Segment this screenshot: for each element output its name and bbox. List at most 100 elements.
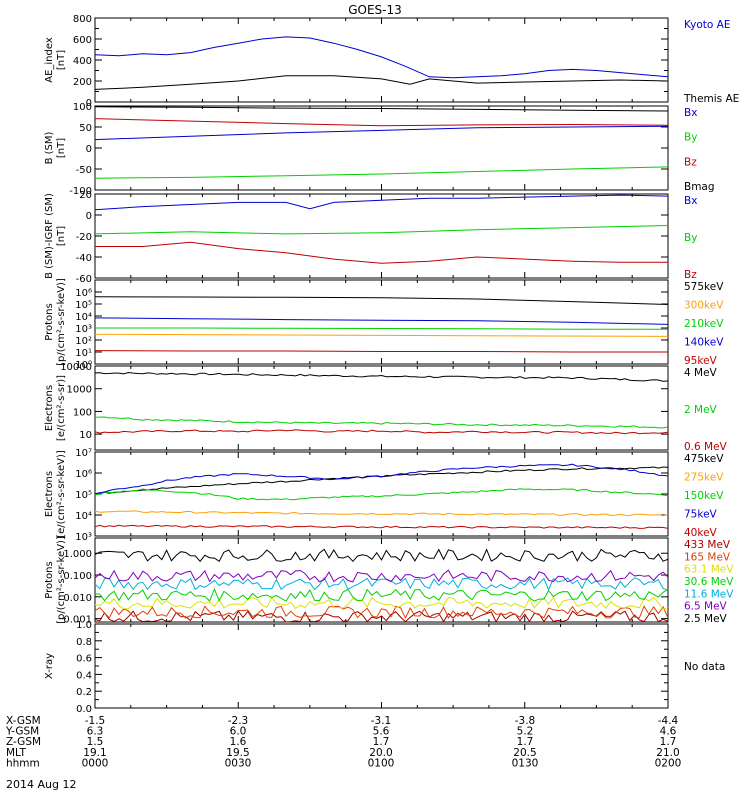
panel-frame [94,17,669,103]
x-row-value: 20.0 [369,747,392,759]
legend-entry: 30.6 MeV [684,576,734,588]
series-line [94,548,669,563]
x-row-value: 0030 [225,757,252,769]
x-row-value: 1.7 [517,736,534,748]
y-tick-label: 10⁶ [75,288,92,299]
y-axis-label: X-ray [44,653,55,679]
panel-3: -60 -40 -20 0 20 B (SM)-IGRF (SM) [nT] Bx By Bz [44,190,697,285]
y-tick-label: 100 [73,407,92,418]
x-row-value: -3.8 [515,715,536,727]
y-tick-label: 10⁴ [75,511,92,522]
x-row-value: 0130 [512,757,539,769]
series-line [94,524,669,529]
y-axis-label: [p/(cm²-s-sr-keV)] [56,536,67,624]
series-line [94,75,669,90]
x-row-label: MLT [6,747,26,759]
y-tick-label: 200 [73,77,92,88]
legend-entry: Bx [684,107,697,119]
y-axis-label: [nT] [56,138,67,158]
y-tick-label: 0 [86,98,92,109]
legend-entry: 475keV [684,453,724,465]
y-axis-label: [e/(cm²-s-sr-keV)] [56,450,67,538]
y-tick-label: 10 [79,430,92,441]
y-axis-label: B (SM)-IGRF (SM) [44,193,55,279]
y-tick-label: 0 [86,211,92,222]
x-row-value: -1.5 [85,715,106,727]
footer-date: 2014 Aug 12 [6,778,76,791]
legend-entry: 575keV [684,281,724,293]
y-tick-label: 1.0 [76,620,92,631]
series-line [94,36,669,79]
panel-5: 10 100 1000 10000 Electrons [e/(cm²-s-sr)] 4 M… [44,362,728,453]
legend-entry: Bz [684,269,697,281]
y-tick-label: 0.010 [63,593,92,604]
series-line [94,587,669,602]
x-row-value: 1.6 [230,736,247,748]
y-tick-label: 10¹ [75,348,92,359]
y-tick-label: 10⁴ [75,312,92,323]
legend-entry: 2 MeV [684,404,718,416]
y-tick-label: 0.8 [76,637,92,648]
legend-entry: 4 MeV [684,367,718,379]
legend-entry: 2.5 MeV [684,613,728,625]
x-row-value: 5.2 [517,726,534,738]
x-row-value: -4.4 [658,715,679,727]
y-axis-label: Electrons [44,385,55,431]
legend-entry: 6.5 MeV [684,601,728,613]
series-line [94,610,669,623]
y-tick-label: 10⁵ [75,300,92,311]
x-row-value: 19.5 [226,747,249,759]
y-tick-label: 0.4 [76,670,92,681]
x-row-label: Z-GSM [6,736,41,748]
legend-entry: 433 MeV [684,539,731,551]
y-tick-label: 0.0 [76,704,92,715]
y-axis-label: [p/(cm²-s-sr-keV)] [56,278,67,366]
y-tick-label: 10⁵ [75,490,92,501]
y-tick-label: -50 [76,165,92,176]
series-line [94,125,669,141]
legend-entry: By [684,232,697,244]
x-row-value: 6.3 [87,726,104,738]
y-tick-label: 10⁶ [75,469,92,480]
legend-entry: 0.6 MeV [684,441,728,453]
x-row-value: 21.0 [656,747,679,759]
legend-entry: 40keV [684,527,718,539]
y-tick-label: 1.000 [63,549,92,560]
series-line [94,333,669,337]
y-axis-label: Protons [44,303,55,340]
chart-title: GOES-13 [348,3,402,17]
panel-frame [94,451,669,537]
y-tick-label: 0 [86,144,92,155]
y-tick-label: 0.6 [76,654,92,665]
legend-entry: 63.1 MeV [684,564,734,576]
x-row-value: 20.5 [513,747,536,759]
x-row-label: hhmm [6,757,40,769]
y-axis-label: Electrons [44,471,55,517]
legend-entry: 300keV [684,300,724,312]
legend-entry: Bx [684,195,697,207]
x-row-value: 1.7 [373,736,390,748]
series-line [94,429,669,435]
y-tick-label: 20 [79,190,92,201]
x-row-label: X-GSM [6,715,41,727]
series-line [94,118,669,127]
series-line [94,317,669,325]
series-line [94,225,669,235]
panel-frame [94,365,669,451]
series-line [94,569,669,583]
series-line [94,605,669,620]
x-row-value: 19.1 [83,747,106,759]
legend-entry: 165 MeV [684,551,731,563]
x-row-value: 6.0 [230,726,247,738]
series-line [94,371,669,382]
y-tick-label: 10³ [75,532,92,543]
y-axis-label: AE_index [44,37,55,83]
panel-8: 0.0 0.2 0.4 0.6 0.8 1.0 X-ray No data [44,620,725,715]
panel-1: 0 200 400 600 800 AE_index [nT] Kyoto AE Themis … [44,14,739,109]
series-line [94,596,669,610]
y-axis-label: [e/(cm²-s-sr)] [56,375,67,441]
legend-entry: 275keV [684,472,724,484]
legend-entry: 210keV [684,318,724,330]
series-line [94,350,668,353]
